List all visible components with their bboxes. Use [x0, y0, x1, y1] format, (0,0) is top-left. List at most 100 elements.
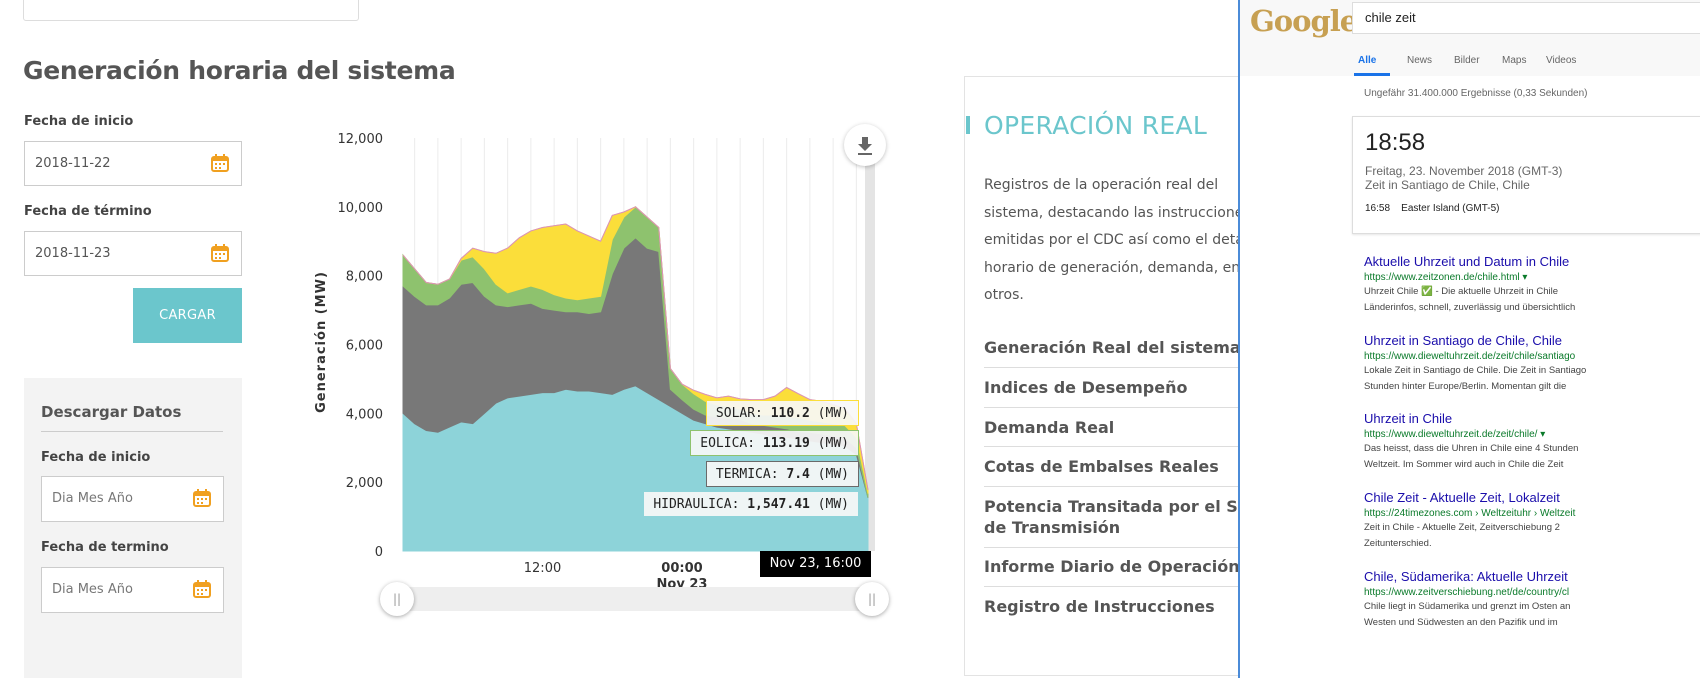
- tooltip-series-name: HIDRAULICA:: [653, 497, 748, 512]
- link-potencia-transitada[interactable]: Potencia Transitada por el Sistema: [984, 497, 1240, 516]
- top-partial-input[interactable]: [23, 0, 359, 21]
- accent-bar: [966, 116, 970, 134]
- x-tick-label: 12:00: [524, 561, 561, 576]
- divider: [984, 446, 1240, 447]
- result-snippet: Länderinfos, schnell, zuverlässig und üb…: [1364, 302, 1576, 313]
- result-url[interactable]: https://24timezones.com › Weltzeituhr › …: [1364, 508, 1576, 519]
- result-snippet: Chile liegt in Südamerika und grenzt im …: [1364, 601, 1571, 612]
- divider: [984, 486, 1240, 487]
- tooltip-series-name: TERMICA:: [715, 467, 787, 482]
- tooltip-series-name: EOLICA:: [700, 436, 763, 451]
- current-time: 18:58: [1365, 129, 1426, 156]
- result-snippet: Weltzeit. Im Sommer wird auch in Chile d…: [1364, 459, 1564, 470]
- google-logo[interactable]: Google: [1250, 4, 1358, 38]
- result-title[interactable]: Uhrzeit in Santiago de Chile, Chile: [1364, 333, 1562, 348]
- y-tick-label: 0: [375, 545, 383, 560]
- desc-line: otros.: [984, 287, 1024, 303]
- divider: [984, 407, 1240, 408]
- range-slider-left-handle[interactable]: ||: [380, 582, 414, 616]
- tooltip-value: 113.19: [762, 436, 810, 451]
- result-title[interactable]: Chile Zeit - Aktuelle Zeit, Lokalzeit: [1364, 490, 1560, 505]
- divider: [984, 367, 1240, 368]
- other-time: 16:58: [1365, 203, 1391, 214]
- time-card: 18:58 Freitag, 23. November 2018 (GMT-3)…: [1352, 116, 1700, 234]
- link-demanda-real[interactable]: Demanda Real: [984, 418, 1115, 437]
- download-icon: [858, 137, 872, 155]
- divider: [984, 586, 1240, 587]
- tab-alle[interactable]: Alle: [1358, 55, 1377, 66]
- y-axis-label: Generación (MW): [314, 271, 329, 413]
- tooltip-series-name: SOLAR:: [715, 406, 771, 421]
- tooltip-unit: (MW): [809, 436, 849, 451]
- tooltip-value: 1,547.41: [747, 497, 810, 512]
- divider: [984, 547, 1240, 548]
- y-tick-label: 8,000: [346, 270, 383, 285]
- tooltip-unit: (MW): [809, 406, 849, 421]
- result-snippet: Stunden hinter Europe/Berlin. Momentan g…: [1364, 381, 1567, 392]
- calendar-icon[interactable]: [211, 154, 229, 172]
- search-result: Chile Zeit - Aktuelle Zeit, Lokalzeit ht…: [1364, 490, 1575, 551]
- fecha-inicio-label: Fecha de inicio: [24, 114, 134, 129]
- download-chart-button[interactable]: [844, 124, 886, 166]
- link-indices-desempeno[interactable]: Indices de Desempeño: [984, 378, 1188, 397]
- tab-maps[interactable]: Maps: [1502, 55, 1527, 66]
- google-search-input[interactable]: chile zeit: [1352, 2, 1700, 34]
- descargar-termino-placeholder: Dia Mes Año: [52, 582, 133, 597]
- calendar-icon[interactable]: [211, 244, 229, 262]
- page-title: Generación horaria del sistema: [23, 56, 456, 85]
- current-date: Freitag, 23. November 2018 (GMT-3) Zeit …: [1365, 164, 1562, 192]
- y-tick-label: 12,000: [338, 132, 384, 147]
- generation-area-chart[interactable]: 0 2,000 4,000 6,000 8,000 10,000 12,000 12:00 0…: [300, 120, 900, 600]
- google-search-window: Google chile zeit Alle News Bilder Maps …: [1238, 0, 1700, 678]
- result-snippet: Das heisst, dass die Uhren in Chile eine…: [1364, 443, 1579, 454]
- search-result: Chile, Südamerika: Aktuelle Uhrzeit http…: [1364, 569, 1570, 630]
- result-snippet: Uhrzeit Chile ✅ - Die aktuelle Uhrzeit i…: [1364, 286, 1558, 297]
- descargar-inicio-label: Fecha de inicio: [41, 450, 151, 465]
- tab-news[interactable]: News: [1407, 55, 1433, 66]
- tooltip-unit: (MW): [809, 497, 849, 512]
- tooltip-unit: (MW): [809, 467, 849, 482]
- fecha-termino-value: 2018-11-23: [35, 246, 111, 261]
- cargar-button[interactable]: CARGAR: [133, 288, 242, 343]
- tab-bilder[interactable]: Bilder: [1454, 55, 1480, 66]
- result-url[interactable]: https://www.zeitverschiebung.net/de/coun…: [1364, 587, 1570, 598]
- link-informe-diario[interactable]: Informe Diario de Operación: [984, 557, 1240, 576]
- y-tick-label: 2,000: [346, 476, 383, 491]
- descargar-inicio-placeholder: Dia Mes Año: [52, 491, 133, 506]
- link-generacion-real[interactable]: Generación Real del sistema: [984, 338, 1240, 357]
- y-tick-label: 6,000: [346, 339, 383, 354]
- link-registro-instrucciones[interactable]: Registro de Instrucciones: [984, 597, 1215, 616]
- desc-line: emitidas por el CDC así como el detalle: [984, 232, 1244, 248]
- fecha-inicio-input[interactable]: 2018-11-22: [24, 141, 242, 186]
- operacion-description: Registros de la operación real del siste…: [984, 172, 1244, 310]
- range-slider-right-handle[interactable]: ||: [855, 582, 889, 616]
- calendar-icon[interactable]: [193, 580, 211, 598]
- link-potencia-transitada-line2[interactable]: de Transmisión: [984, 518, 1121, 537]
- fecha-inicio-value: 2018-11-22: [35, 156, 111, 171]
- fecha-termino-input[interactable]: 2018-11-23: [24, 231, 242, 276]
- result-snippet: Lokale Zeit in Santiago de Chile. Die Ze…: [1364, 365, 1587, 376]
- descargar-termino-input[interactable]: Dia Mes Año: [41, 567, 224, 613]
- calendar-icon[interactable]: [193, 489, 211, 507]
- google-header: Google chile zeit Alle News Bilder Maps …: [1240, 0, 1700, 76]
- result-url[interactable]: https://www.dieweltuhrzeit.de/zeit/chile…: [1364, 351, 1576, 362]
- descargar-title: Descargar Datos: [41, 403, 182, 421]
- y-tick-label: 4,000: [346, 407, 383, 422]
- result-title[interactable]: Uhrzeit in Chile: [1364, 411, 1453, 426]
- result-url[interactable]: https://www.dieweltuhrzeit.de/zeit/chile…: [1364, 429, 1546, 440]
- range-slider-track[interactable]: [396, 587, 872, 611]
- tooltip-hidraulica: HIDRAULICA: 1,547.41 (MW): [643, 491, 859, 517]
- result-snippet: Westen und Südwesten an den Pazifik und …: [1364, 617, 1558, 628]
- descargar-panel: [24, 378, 242, 678]
- tooltip-eolica: EOLICA: 113.19 (MW): [690, 430, 859, 456]
- total-outline: [402, 206, 869, 490]
- search-result: Aktuelle Uhrzeit und Datum in Chile http…: [1364, 254, 1575, 315]
- descargar-inicio-input[interactable]: Dia Mes Año: [41, 476, 224, 522]
- link-cotas-embalses[interactable]: Cotas de Embalses Reales: [984, 457, 1219, 476]
- tab-videos[interactable]: Videos: [1546, 55, 1577, 66]
- result-title[interactable]: Aktuelle Uhrzeit und Datum in Chile: [1364, 254, 1570, 269]
- result-title[interactable]: Chile, Südamerika: Aktuelle Uhrzeit: [1364, 569, 1568, 584]
- result-stats: Ungefähr 31.400.000 Ergebnisse (0,33 Sek…: [1364, 88, 1588, 99]
- result-url[interactable]: https://www.zeitzonen.de/chile.html ▾: [1364, 272, 1528, 283]
- hover-band: [865, 158, 875, 551]
